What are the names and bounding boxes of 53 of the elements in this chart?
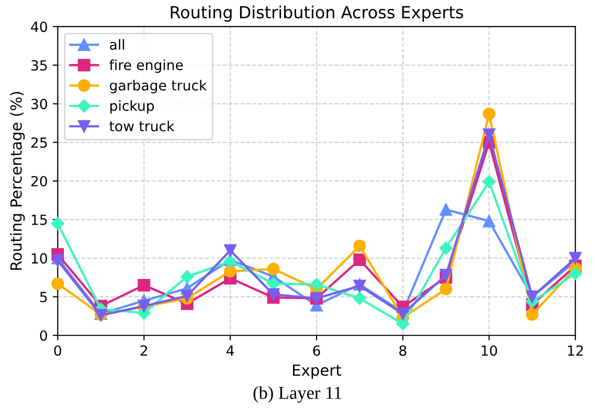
x-tick-label: 8 bbox=[399, 345, 406, 356]
chart-title: Routing Distribution Across Experts bbox=[170, 6, 464, 22]
point bbox=[482, 108, 496, 120]
point bbox=[267, 288, 280, 301]
point bbox=[180, 290, 194, 302]
point bbox=[482, 128, 496, 141]
point bbox=[440, 203, 452, 216]
point bbox=[310, 278, 324, 292]
point bbox=[267, 262, 280, 276]
point bbox=[396, 308, 410, 320]
x-tick-label: 0 bbox=[54, 345, 62, 356]
y-tick-label: 35 bbox=[31, 60, 47, 71]
x-axis-title: Expert bbox=[293, 364, 342, 379]
text: (b) Layer 11 bbox=[254, 386, 342, 403]
y-tick-label: 40 bbox=[31, 22, 48, 32]
point bbox=[224, 244, 237, 257]
point bbox=[180, 270, 194, 284]
point bbox=[440, 282, 452, 296]
y-tick-label: 20 bbox=[31, 176, 48, 186]
point bbox=[353, 253, 366, 266]
point bbox=[569, 252, 582, 264]
x-tick-label: 4 bbox=[226, 346, 234, 356]
point bbox=[138, 278, 150, 292]
x-tick-label: 6 bbox=[313, 345, 320, 356]
x-tick-label: 2 bbox=[140, 345, 148, 356]
x-tick-label: 12 bbox=[568, 345, 583, 356]
legend-label: pickup bbox=[110, 100, 154, 114]
point bbox=[526, 308, 538, 321]
point bbox=[353, 292, 366, 305]
point bbox=[353, 240, 366, 252]
y-tick-label: 15 bbox=[32, 214, 47, 226]
y-axis-title: Routing Percentage (%) bbox=[10, 92, 25, 270]
point bbox=[482, 175, 496, 188]
legend-label: fire engine bbox=[109, 59, 183, 73]
legend-label: all bbox=[110, 39, 124, 50]
y-tick-label: 10 bbox=[32, 253, 48, 264]
y-tick-label: 5 bbox=[40, 292, 47, 302]
legend-label: tow truck bbox=[109, 120, 174, 132]
point bbox=[224, 265, 237, 278]
point bbox=[568, 267, 582, 280]
point bbox=[439, 242, 453, 255]
point bbox=[266, 277, 280, 290]
y-tick-label: 30 bbox=[31, 98, 48, 110]
point bbox=[51, 216, 64, 230]
point bbox=[396, 317, 410, 330]
y-tick-label: 25 bbox=[31, 137, 47, 148]
legend-label: garbage truck bbox=[110, 80, 207, 94]
point bbox=[51, 277, 64, 290]
point bbox=[51, 254, 64, 267]
y-tick-label: 0 bbox=[40, 330, 48, 341]
x-tick-label: 10 bbox=[482, 345, 498, 356]
point bbox=[440, 268, 452, 282]
point bbox=[482, 214, 496, 228]
